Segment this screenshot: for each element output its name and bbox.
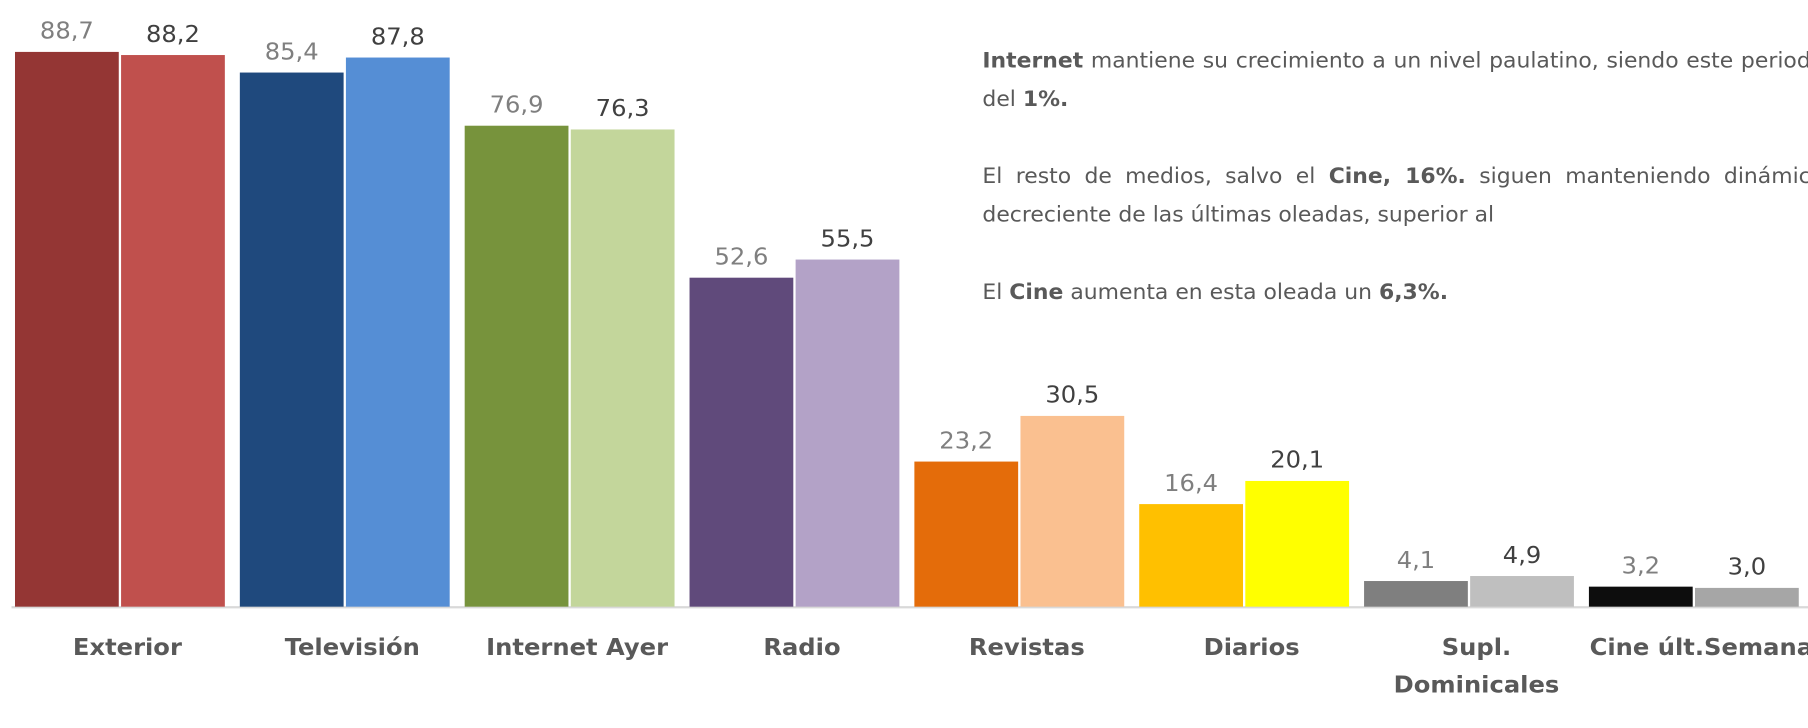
bar — [689, 277, 794, 607]
bar — [121, 55, 225, 607]
x-tick-label: Exterior — [72, 634, 182, 661]
bar — [914, 461, 1019, 607]
bar — [1364, 581, 1468, 607]
commentary: Internet mantiene su crecimiento a un ni… — [982, 42, 1808, 312]
bar — [464, 125, 569, 607]
value-label: 55,5 — [821, 225, 875, 252]
text-run: Cine — [1009, 280, 1064, 305]
value-label: 4,9 — [1503, 541, 1541, 568]
bar — [1470, 576, 1574, 607]
bar — [239, 72, 344, 607]
text-run: siguen manteniendo dinámica decreciente … — [982, 164, 1808, 228]
value-label: 52,6 — [714, 243, 768, 270]
value-label: 87,8 — [371, 23, 425, 50]
value-label: 4,1 — [1397, 546, 1435, 573]
bar — [1020, 415, 1125, 607]
x-tick-label-box: Cine últ.Semana — [1589, 634, 1808, 661]
x-tick-label-box: Diarios — [1203, 634, 1300, 661]
bar — [1139, 504, 1243, 607]
x-tick-label: Diarios — [1203, 634, 1300, 661]
bar — [14, 51, 119, 607]
bar — [570, 129, 675, 607]
paragraph: El Cine aumenta en esta oleada un 6,3%. — [982, 274, 1808, 313]
x-tick-label-box: Televisión — [284, 634, 420, 661]
bar — [795, 259, 900, 607]
value-label: 88,2 — [146, 20, 200, 47]
text-run: El — [982, 280, 1010, 305]
x-tick-label: Supl. Dominicales — [1393, 634, 1560, 699]
text-run: 1%. — [1022, 87, 1069, 112]
paragraph: El resto de medios, salvo el Cine, 16%. … — [982, 158, 1808, 235]
text-run: 6,3%. — [1378, 280, 1449, 305]
value-label: 3,0 — [1728, 553, 1766, 580]
commentary-text: Internet mantiene su crecimiento a un ni… — [982, 42, 1808, 312]
x-tick-label: Revistas — [968, 634, 1085, 661]
value-label: 76,3 — [596, 95, 650, 122]
value-label: 23,2 — [939, 427, 993, 454]
value-label: 85,4 — [265, 38, 319, 65]
x-tick-label: Radio — [763, 634, 841, 661]
text-run: El resto de medios, salvo el — [982, 164, 1329, 189]
x-tick-label: Cine últ.Semana — [1589, 634, 1808, 661]
value-label: 16,4 — [1164, 469, 1218, 496]
x-tick-label: Televisión — [284, 634, 420, 661]
bar — [345, 57, 450, 607]
bar — [1695, 587, 1799, 607]
x-tick-label-box: Revistas — [968, 634, 1085, 661]
value-label: 20,1 — [1270, 446, 1324, 473]
paragraph: Internet mantiene su crecimiento a un ni… — [982, 42, 1808, 119]
x-tick-label-box: Internet Ayer — [486, 634, 669, 661]
bar — [1245, 480, 1350, 607]
x-tick-label-box: Supl. Dominicales — [1393, 634, 1560, 699]
text-run: mantiene su crecimiento a un nivel paula… — [982, 48, 1808, 112]
x-tick-label: Internet Ayer — [486, 634, 669, 661]
x-tick-label-box: Exterior — [72, 634, 182, 661]
x-tick-label-box: Radio — [763, 634, 841, 661]
text-run: Cine, 16%. — [1328, 164, 1466, 189]
text-run: Internet — [982, 48, 1084, 73]
value-label: 76,9 — [490, 91, 544, 118]
text-run: aumenta en esta oleada un — [1063, 280, 1379, 305]
bar — [1588, 586, 1693, 607]
value-label: 88,7 — [40, 17, 94, 44]
value-label: 30,5 — [1045, 381, 1099, 408]
value-label: 3,2 — [1622, 552, 1660, 579]
